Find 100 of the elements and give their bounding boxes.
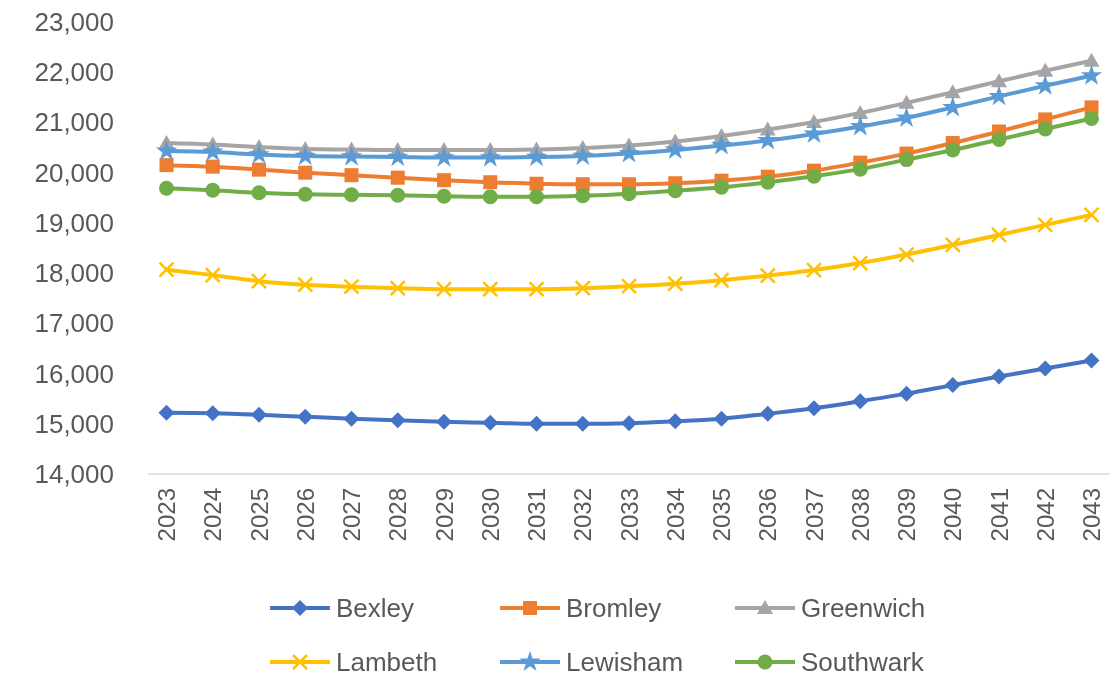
point <box>944 84 961 99</box>
x-tick-label: 2033 <box>615 488 643 542</box>
point <box>710 134 733 155</box>
point <box>1037 216 1054 234</box>
point <box>898 385 915 402</box>
point <box>667 413 684 430</box>
point <box>250 272 268 290</box>
point <box>759 405 776 422</box>
point <box>991 132 1007 148</box>
point <box>158 261 175 278</box>
point <box>436 413 452 430</box>
point <box>528 280 545 298</box>
point <box>482 280 499 298</box>
y-tick-label: 17,000 <box>34 308 114 339</box>
x-tick-label: 2038 <box>846 488 874 542</box>
point <box>667 275 684 292</box>
point <box>390 187 406 203</box>
point <box>991 368 1007 385</box>
point <box>1083 206 1100 224</box>
point <box>390 170 405 185</box>
point <box>159 180 174 196</box>
point <box>437 173 451 188</box>
point <box>436 188 452 204</box>
x-tick-label: 2029 <box>430 488 458 542</box>
point <box>620 277 638 295</box>
x-tick-label: 2043 <box>1078 488 1105 542</box>
point <box>158 404 175 421</box>
y-tick-label: 15,000 <box>34 408 114 439</box>
point <box>806 168 822 184</box>
point <box>991 73 1007 88</box>
point <box>1037 360 1054 377</box>
point <box>482 189 498 205</box>
legend-label: Lewisham <box>566 647 684 677</box>
y-tick-label: 19,000 <box>34 207 114 238</box>
point <box>205 159 220 174</box>
point <box>849 115 871 136</box>
point <box>251 406 267 423</box>
x-tick-label: 2034 <box>661 488 689 542</box>
y-tick-label: 16,000 <box>34 358 114 389</box>
x-tick-label: 2041 <box>985 488 1013 542</box>
point <box>713 410 730 427</box>
point <box>1084 110 1099 126</box>
point <box>252 162 266 177</box>
point <box>1083 352 1100 369</box>
point <box>297 276 314 293</box>
x-tick-label: 2032 <box>569 488 597 542</box>
point <box>294 144 316 166</box>
point <box>389 279 406 297</box>
x-tick-label: 2036 <box>754 488 782 542</box>
point <box>899 152 914 168</box>
point <box>204 266 221 284</box>
legend-label: Southwark <box>801 647 925 677</box>
x-tick-label: 2025 <box>245 488 273 542</box>
y-tick-label: 22,000 <box>34 57 114 88</box>
x-tick-label: 2042 <box>1031 488 1059 542</box>
point <box>895 106 918 127</box>
point <box>343 278 360 295</box>
x-tick-label: 2040 <box>939 488 967 542</box>
point <box>387 145 409 167</box>
point <box>572 144 594 166</box>
point <box>529 189 544 205</box>
point <box>760 174 776 190</box>
point <box>944 377 961 394</box>
legend-label: Bexley <box>336 593 415 623</box>
legend-label: Bromley <box>566 593 662 623</box>
point <box>574 279 591 297</box>
x-tick-label: 2028 <box>384 488 412 542</box>
point <box>344 168 359 183</box>
x-tick-label: 2037 <box>800 488 828 542</box>
point <box>155 139 178 161</box>
x-tick-label: 2023 <box>153 488 180 542</box>
point <box>251 185 267 201</box>
point <box>525 145 548 167</box>
point <box>202 140 224 162</box>
point <box>1034 74 1056 95</box>
point <box>483 175 498 190</box>
point <box>618 142 640 163</box>
point <box>482 414 499 431</box>
y-tick-label: 14,000 <box>34 459 114 489</box>
x-tick-label: 2026 <box>291 488 319 542</box>
point <box>714 179 729 195</box>
point <box>806 113 822 128</box>
point <box>248 143 270 164</box>
point <box>205 182 221 198</box>
point <box>574 415 591 432</box>
x-tick-label: 2027 <box>338 488 365 542</box>
point <box>297 186 313 202</box>
point <box>575 188 591 204</box>
point <box>1080 64 1103 85</box>
point <box>621 415 637 432</box>
point <box>805 261 823 279</box>
point <box>803 122 825 144</box>
point <box>852 393 869 410</box>
x-tick-label: 2035 <box>708 488 735 542</box>
x-tick-label: 2030 <box>476 488 504 542</box>
point <box>298 165 313 180</box>
point <box>852 104 869 119</box>
point <box>343 410 360 427</box>
point <box>340 145 363 166</box>
point <box>852 161 868 177</box>
